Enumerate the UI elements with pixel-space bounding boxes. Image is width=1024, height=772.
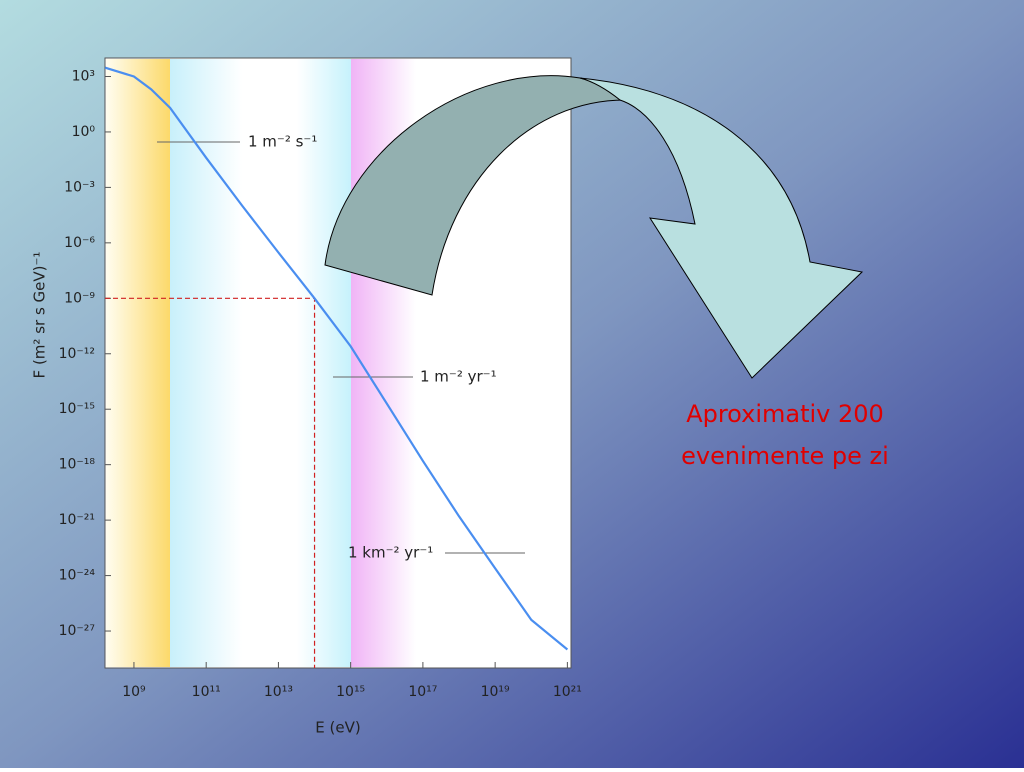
annotation: 1 m⁻² s⁻¹ — [248, 133, 317, 151]
y-tick-label: 10⁰ — [72, 124, 96, 140]
y-tick-label: 10³ — [72, 68, 95, 84]
y-tick-label: 10⁻⁹ — [64, 290, 95, 306]
y-tick-label: 10⁻²¹ — [59, 512, 95, 528]
y-tick-label: 10⁻²⁷ — [59, 623, 95, 639]
x-axis-label: E (eV) — [315, 719, 360, 737]
arrow-head — [579, 77, 864, 379]
band — [106, 59, 170, 667]
y-tick-label: 10⁻¹⁸ — [59, 457, 96, 473]
x-tick-label: 10¹⁹ — [481, 684, 510, 700]
annotations: 1 m⁻² s⁻¹ 1 m⁻² yr⁻¹ 1 km⁻² yr⁻¹ — [157, 133, 525, 562]
y-axis-label: F (m² sr s GeV)⁻¹ — [31, 252, 49, 379]
y-tick-label: 10⁻¹² — [59, 346, 95, 362]
arrow — [324, 75, 864, 379]
annotation: 1 m⁻² yr⁻¹ — [420, 368, 497, 386]
x-tick-label: 10⁹ — [122, 684, 146, 700]
slide-text: evenimente pe zi — [681, 442, 889, 470]
annotation: 1 km⁻² yr⁻¹ — [348, 544, 433, 562]
slide-text: Aproximativ 200 — [686, 400, 884, 428]
x-tick-label: 10¹⁵ — [336, 684, 365, 700]
y-tick-label: 10⁻¹⁵ — [59, 401, 95, 417]
x-tick-label: 10¹¹ — [192, 684, 221, 700]
y-tick-label: 10⁻⁶ — [64, 235, 95, 251]
band — [170, 59, 351, 667]
y-tick-label: 10⁻³ — [64, 179, 95, 195]
x-tick-label: 10¹⁷ — [408, 684, 437, 700]
spectrum-line — [104, 66, 569, 651]
x-tick-label: 10²¹ — [553, 684, 582, 700]
y-tick-label: 10⁻²⁴ — [59, 568, 96, 584]
x-tick-label: 10¹³ — [264, 684, 293, 700]
